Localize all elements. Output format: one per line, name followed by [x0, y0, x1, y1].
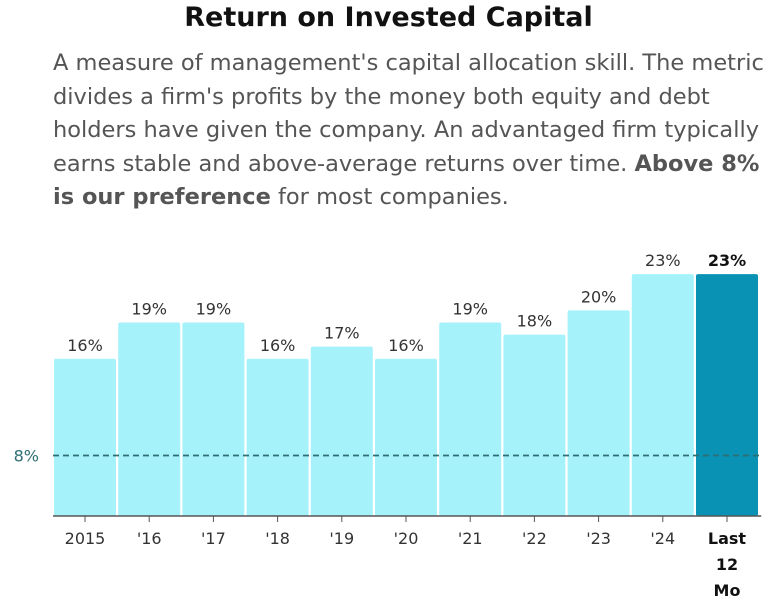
x-tick-label: '21 — [458, 529, 483, 548]
chart-title: Return on Invested Capital — [184, 2, 593, 33]
bar-value-label: 16% — [388, 336, 424, 355]
bar-value-label: 19% — [196, 299, 232, 318]
chart-description: A measure of management's capital alloca… — [53, 47, 765, 215]
bar-11 — [696, 274, 758, 516]
x-tick-label: Last 12 Mo — [708, 529, 747, 598]
desc-bold: Above 8% is our preference — [53, 150, 760, 211]
bar-value-label: 23% — [708, 251, 746, 270]
x-tick-label: '19 — [329, 529, 354, 548]
x-tick-label: 2015 — [65, 529, 106, 548]
x-tick-label: '18 — [265, 529, 290, 548]
desc-tail: for most companies. — [270, 184, 509, 210]
x-tick-label: '17 — [201, 529, 226, 548]
bar-value-label: 19% — [452, 299, 488, 318]
bar-value-label: 17% — [324, 324, 360, 343]
reference-line-label: 8% — [14, 447, 39, 466]
bar-5 — [310, 346, 373, 516]
bar-4 — [246, 358, 309, 516]
bar-10 — [631, 274, 694, 516]
bar-2 — [118, 322, 181, 516]
bar-8 — [503, 334, 566, 516]
x-tick-label: '20 — [394, 529, 419, 548]
bar-value-label: 20% — [581, 287, 617, 306]
bar-6 — [375, 358, 437, 516]
bar-value-label: 23% — [645, 251, 681, 270]
bar-7 — [439, 322, 502, 516]
bar-value-label: 16% — [67, 336, 103, 355]
bar-value-label: 16% — [260, 336, 296, 355]
bar-3 — [182, 322, 245, 516]
x-tick-label: '16 — [137, 529, 162, 548]
bar-value-label: 18% — [517, 312, 553, 331]
desc-text: A measure of management's capital alloca… — [53, 50, 764, 177]
bar-1 — [54, 358, 116, 516]
x-tick-label: '23 — [586, 529, 611, 548]
x-tick-label: '22 — [522, 529, 547, 548]
bar-value-label: 19% — [131, 299, 167, 318]
bar-9 — [567, 310, 630, 516]
x-tick-label: '24 — [650, 529, 675, 548]
